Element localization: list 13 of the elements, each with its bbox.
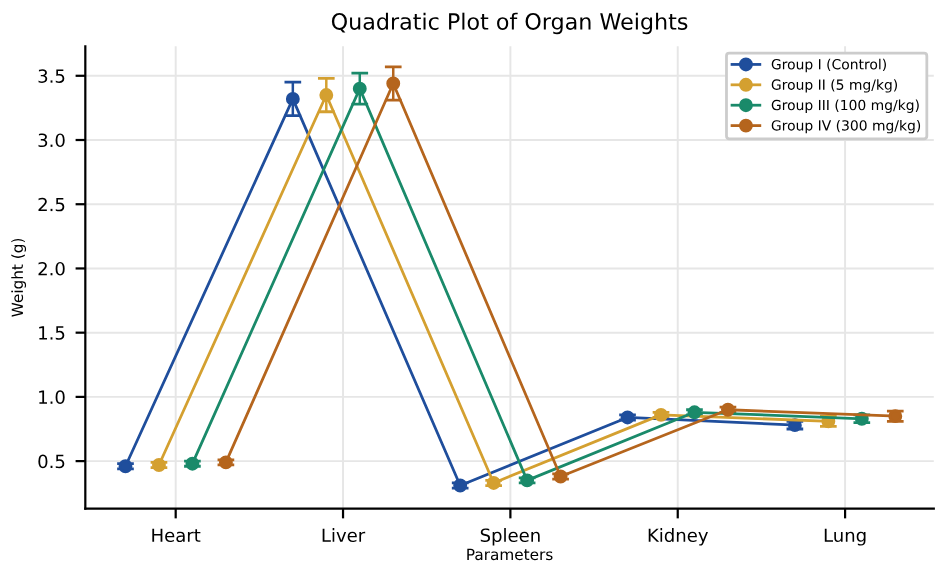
- x-tick-label: Liver: [322, 528, 366, 543]
- y-tick-label: 1.0: [39, 390, 65, 405]
- chart-title: Quadratic Plot of Organ Weights: [331, 12, 688, 35]
- y-tick-label: 2.0: [38, 261, 65, 276]
- x-tick-label: Spleen: [480, 528, 540, 546]
- y-tick-label: 1.5: [39, 326, 65, 340]
- x-tick-label: Kidney: [648, 528, 708, 546]
- y-tick-label: 2.5: [38, 197, 65, 212]
- y-tick-label: 3.5: [38, 69, 65, 83]
- x-tick-label: Heart: [152, 528, 201, 543]
- x-tick-label: Lung: [824, 528, 866, 546]
- y-tick-label: 0.5: [38, 454, 65, 469]
- y-tick-label: 3.0: [38, 133, 65, 148]
